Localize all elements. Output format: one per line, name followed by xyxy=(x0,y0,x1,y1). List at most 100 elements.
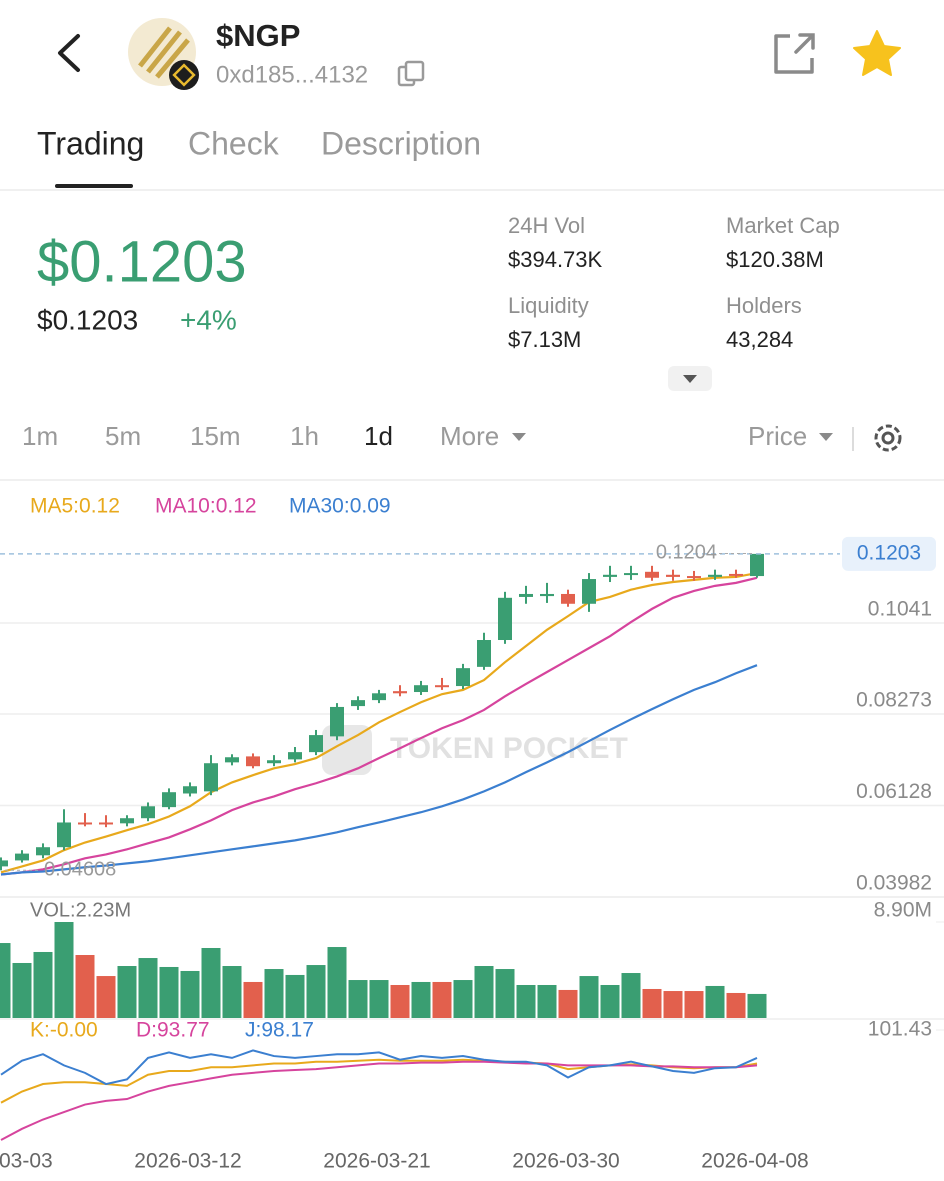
stat-value: $7.13M xyxy=(508,327,581,352)
token-symbol: $NGP xyxy=(216,18,300,53)
volume-bar xyxy=(411,981,431,1018)
volume-bar xyxy=(390,984,410,1018)
volume-bar xyxy=(180,970,200,1018)
stat-label: Liquidity xyxy=(508,293,589,318)
token-address: 0xd185...4132 xyxy=(216,61,368,88)
kdj-line xyxy=(0,1060,758,1141)
candle-body xyxy=(393,691,407,694)
watermark-logo xyxy=(322,725,372,775)
x-tick-label: 2026-04-08 xyxy=(701,1150,808,1173)
candle-body xyxy=(498,597,512,641)
timeframe[interactable]: 1h xyxy=(290,421,319,451)
settings-button[interactable] xyxy=(874,424,902,452)
x-tick-label: 2026-03-12 xyxy=(134,1150,241,1173)
volume-bar xyxy=(621,973,641,1018)
candle-body xyxy=(309,735,323,753)
candle-body xyxy=(603,574,617,577)
candle-body xyxy=(99,822,113,825)
chain-badge xyxy=(169,60,199,90)
candle-body xyxy=(477,640,491,667)
timeframe-more[interactable]: More xyxy=(440,421,499,451)
token-logo xyxy=(128,18,199,90)
ma-line xyxy=(0,576,758,876)
candle-body xyxy=(729,573,743,576)
kdj-tick-label: 101.43 xyxy=(868,1018,932,1041)
volume-bar xyxy=(600,984,620,1018)
tab-indicator xyxy=(55,184,133,188)
volume-tick-label: 8.90M xyxy=(874,899,932,922)
x-tick-label: 2026-03-30 xyxy=(512,1150,619,1173)
share-button[interactable] xyxy=(774,33,815,74)
volume-bar xyxy=(348,980,368,1018)
volume-bar xyxy=(222,966,242,1018)
chart: 0.1041 0.08273 0.06128 0.03982 MA5:0.12 MA10:… xyxy=(0,495,944,1173)
volume-bar xyxy=(264,969,284,1018)
volume-bar xyxy=(558,989,578,1018)
volume-bar xyxy=(537,984,557,1018)
watermark-text: TOKEN POCKET xyxy=(390,732,628,765)
volume-bar xyxy=(642,988,662,1018)
gear-inner xyxy=(881,431,895,445)
candle-body xyxy=(162,792,176,808)
candle-body xyxy=(414,685,428,693)
candle-body xyxy=(456,668,470,687)
y-tick-label: 0.03982 xyxy=(856,872,932,895)
candle-body xyxy=(57,822,71,848)
candle-body xyxy=(582,579,596,604)
volume-bar xyxy=(474,966,494,1018)
price-menu[interactable]: Price xyxy=(748,421,807,451)
x-tick-label: 2026-03-03 xyxy=(0,1150,53,1173)
candle-body xyxy=(540,593,554,597)
candle-body xyxy=(645,571,659,578)
copy-button[interactable] xyxy=(397,60,425,87)
candle-body xyxy=(78,822,92,825)
back-button[interactable] xyxy=(58,34,80,72)
favorite-star[interactable] xyxy=(853,30,901,76)
kdj-legend-entry: K:-0.00 xyxy=(30,1019,98,1042)
candle-body xyxy=(624,573,638,576)
stat-value: $394.73K xyxy=(508,247,603,272)
kdj-legend-entry: D:93.77 xyxy=(136,1019,210,1042)
share-arrow xyxy=(794,33,815,54)
logo-stripes xyxy=(138,26,190,79)
candle-body xyxy=(372,693,386,701)
legend-entry: MA30:0.09 xyxy=(289,495,391,518)
last-price-label: 0.1203 xyxy=(857,541,921,564)
timeframe[interactable]: 1m xyxy=(22,421,58,451)
price-usd: $0.1203 xyxy=(37,304,138,335)
ma-line xyxy=(0,664,758,876)
tab[interactable]: Check xyxy=(188,125,280,161)
candle-body xyxy=(750,553,764,577)
low-label: 0.04608 xyxy=(44,859,116,881)
timeframe[interactable]: 15m xyxy=(190,421,241,451)
volume-bar xyxy=(726,992,746,1018)
candle-body xyxy=(267,760,281,764)
price-caret xyxy=(819,433,833,441)
timeframe-active[interactable]: 1d xyxy=(364,421,393,451)
volume-bar xyxy=(243,981,263,1018)
volume-bar xyxy=(495,969,515,1018)
legend-entry: MA10:0.12 xyxy=(155,495,257,518)
stat-value: 43,284 xyxy=(726,327,793,352)
volume-bar xyxy=(33,951,53,1018)
volume-label: VOL:2.23M xyxy=(30,899,131,921)
tab-active[interactable]: Trading xyxy=(37,125,144,161)
candle-body xyxy=(246,756,260,767)
price-main: $0.1203 xyxy=(37,229,247,294)
y-tick-label: 0.06128 xyxy=(856,780,932,803)
candle-body xyxy=(666,574,680,577)
timeframe[interactable]: 5m xyxy=(105,421,141,451)
tab[interactable]: Description xyxy=(321,125,481,161)
candle-body xyxy=(36,847,50,856)
candle-body xyxy=(288,752,302,760)
candle-body xyxy=(708,574,722,577)
chain-badge-icon xyxy=(172,63,196,87)
share-box xyxy=(774,34,814,74)
expand-caret xyxy=(683,375,697,383)
volume-bar xyxy=(747,993,767,1018)
watermark: TOKEN POCKET xyxy=(322,725,628,775)
expand-button[interactable] xyxy=(668,366,712,391)
more-caret xyxy=(512,433,526,441)
